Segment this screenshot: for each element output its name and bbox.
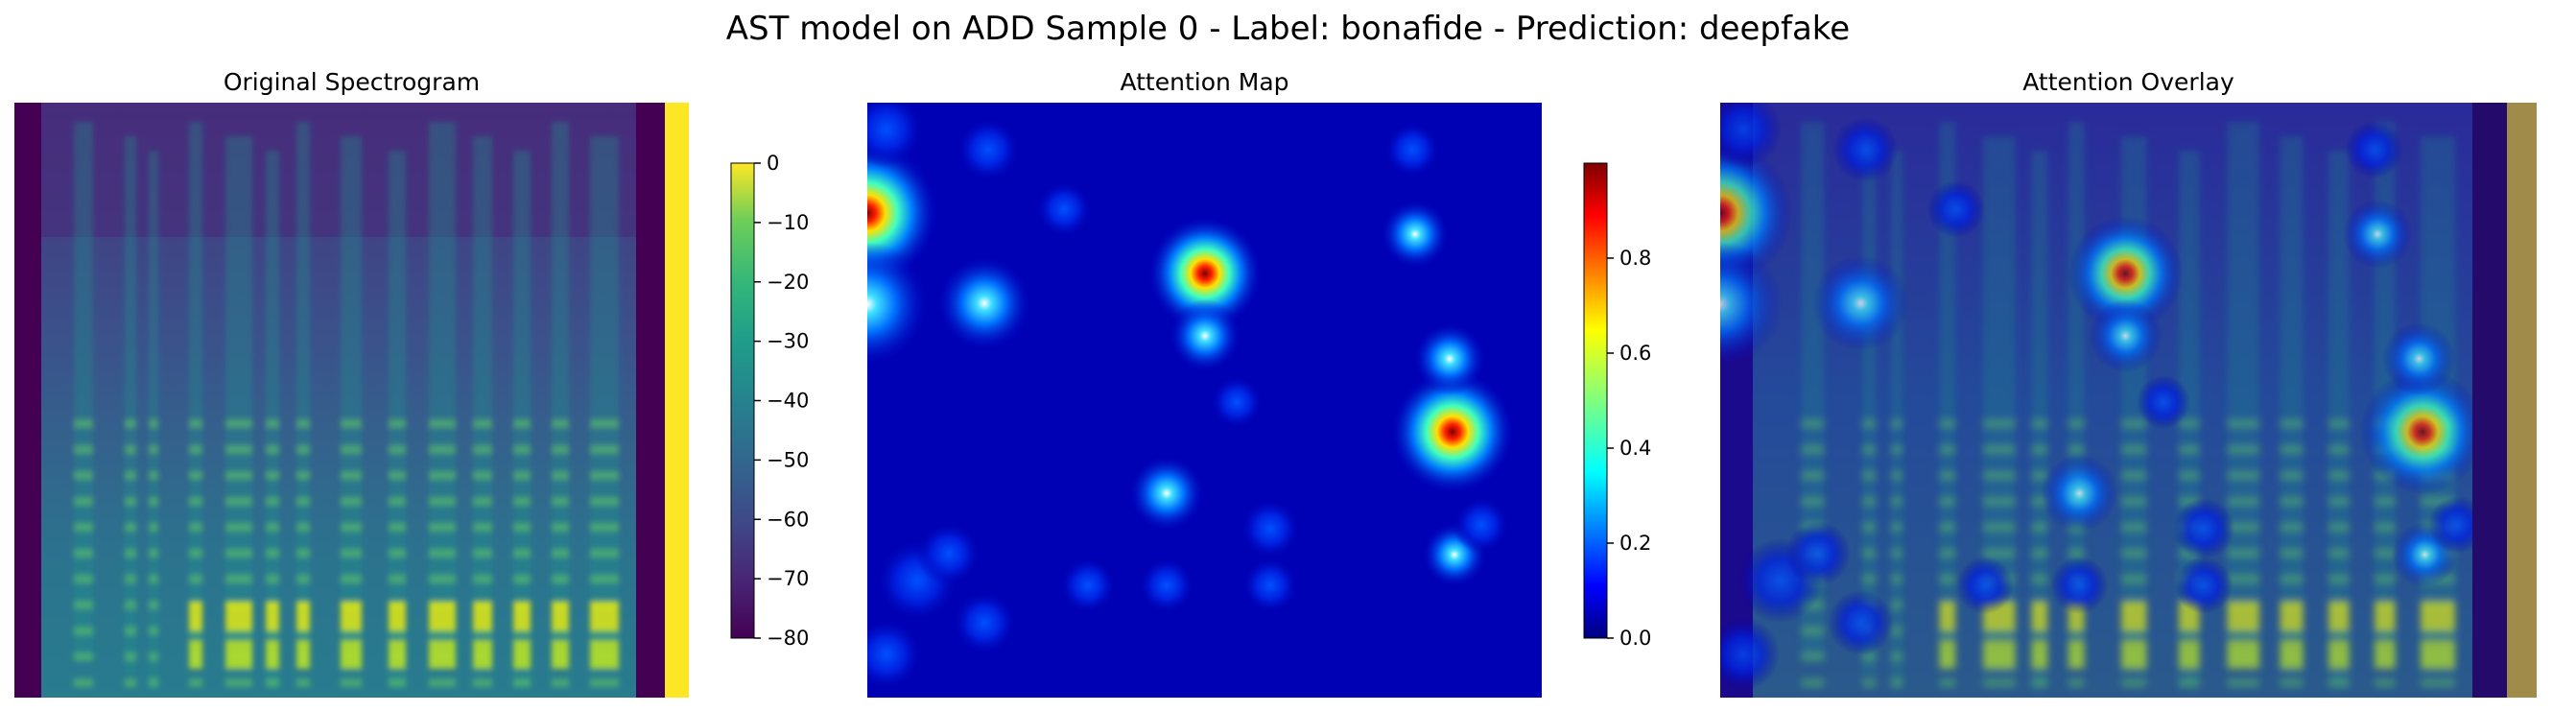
attention-overlay-image — [1720, 103, 2537, 698]
spectrogram-colorbar-tick-label: −10 — [767, 211, 809, 234]
spectrogram-colorbar-tick-label: 0 — [767, 152, 779, 175]
spectrogram-colorbar-tick-label: −70 — [767, 567, 809, 590]
attention-colorbar-tick-label: 0.6 — [1619, 342, 1651, 365]
panel-title-attention-map: Attention Map — [1120, 68, 1289, 96]
spectrogram-colorbar: 0 −10 −20 −30 −40 −50 −60 −70 −80 — [730, 152, 837, 650]
spectrogram-colorbar-tick-label: −60 — [767, 508, 809, 531]
attention-colorbar-tick-label: 0.0 — [1619, 627, 1651, 650]
spectrogram-colorbar-tick-label: −50 — [767, 448, 809, 471]
attention-colorbar-tick-label: 0.8 — [1619, 247, 1651, 270]
attention-colorbar-tick-label: 0.4 — [1619, 437, 1651, 460]
spectrogram-colorbar-tick-label: −20 — [767, 271, 809, 294]
spectrogram-colorbar-tick-label: −30 — [767, 330, 809, 353]
spectrogram-colorbar-tick-label: −80 — [767, 627, 809, 650]
panel-title-spectrogram: Original Spectrogram — [223, 68, 481, 96]
panel-title-attention-overlay: Attention Overlay — [2022, 68, 2234, 96]
attention-colorbar-tick-label: 0.2 — [1619, 532, 1651, 555]
spectrogram-colorbar-tick-label: −40 — [767, 390, 809, 413]
attention-map-image — [867, 103, 1542, 698]
figure-title: AST model on ADD Sample 0 - Label: bonaf… — [725, 10, 1851, 48]
spectrogram-image — [14, 103, 689, 698]
attention-colorbar: 0.0 0.2 0.4 0.6 0.8 — [1583, 162, 1690, 650]
